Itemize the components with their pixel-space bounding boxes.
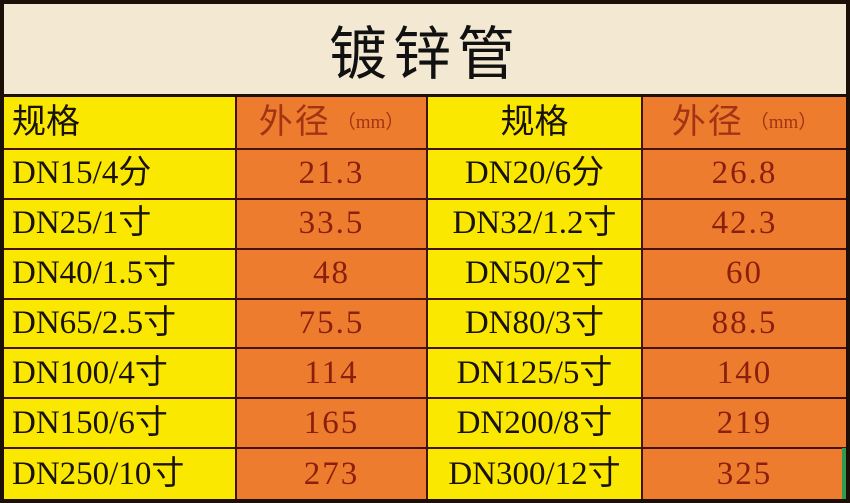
od-cell: 219 bbox=[643, 399, 846, 450]
header-od-right-label: 外径 bbox=[671, 103, 744, 141]
od-cell: 88.5 bbox=[643, 299, 846, 350]
spec-cell: DN65/2.5寸 bbox=[4, 299, 237, 350]
od-cell: 75.5 bbox=[237, 299, 428, 350]
od-cell: 48 bbox=[237, 249, 428, 300]
spec-cell: DN40/1.5寸 bbox=[4, 249, 237, 300]
header-spec-left: 规格 bbox=[4, 97, 237, 150]
spec-cell: DN15/4分 bbox=[4, 150, 237, 200]
page-title: 镀锌管 bbox=[4, 4, 846, 97]
od-cell: 26.8 bbox=[643, 150, 846, 200]
header-od-left-label: 外径 bbox=[258, 103, 331, 141]
header-od-right-unit: （mm） bbox=[749, 112, 818, 133]
od-cell: 114 bbox=[237, 349, 428, 400]
spec-cell: DN250/10寸 bbox=[4, 449, 237, 499]
selection-border-fragment bbox=[842, 448, 846, 499]
spec-cell: DN100/4寸 bbox=[4, 349, 237, 400]
spec-cell: DN150/6寸 bbox=[4, 399, 237, 450]
spec-cell: DN20/6分 bbox=[428, 150, 643, 200]
od-cell: 33.5 bbox=[237, 199, 428, 250]
spec-cell: DN25/1寸 bbox=[4, 199, 237, 250]
spec-cell: DN80/3寸 bbox=[428, 299, 643, 350]
od-cell: 165 bbox=[237, 399, 428, 450]
od-cell: 21.3 bbox=[237, 150, 428, 200]
header-spec-right: 规格 bbox=[428, 97, 643, 150]
header-od-left-unit: （mm） bbox=[336, 112, 405, 133]
spec-cell: DN125/5寸 bbox=[428, 349, 643, 400]
spec-cell: DN32/1.2寸 bbox=[428, 199, 643, 250]
spec-table: 规格 外径 （mm） 规格 外径 （mm） DN15/4分 21.3 DN20/6分… bbox=[4, 97, 846, 499]
od-cell: 42.3 bbox=[643, 199, 846, 250]
header-od-right: 外径 （mm） bbox=[643, 97, 846, 150]
spec-cell: DN50/2寸 bbox=[428, 249, 643, 300]
header-od-left: 外径 （mm） bbox=[237, 97, 428, 150]
spec-cell: DN200/8寸 bbox=[428, 399, 643, 450]
od-cell: 273 bbox=[237, 449, 428, 499]
od-cell: 140 bbox=[643, 349, 846, 400]
od-cell: 60 bbox=[643, 249, 846, 300]
spec-cell: DN300/12寸 bbox=[428, 449, 643, 499]
od-cell: 325 bbox=[643, 449, 846, 499]
